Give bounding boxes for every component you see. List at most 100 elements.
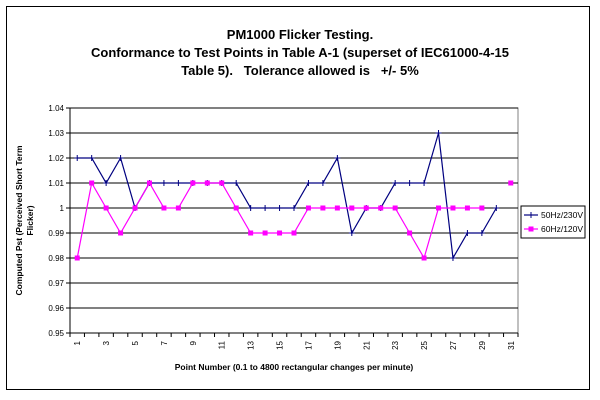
data-point <box>161 205 167 211</box>
data-point <box>291 230 297 236</box>
data-point <box>89 180 95 186</box>
data-point <box>348 230 355 236</box>
y-axis-ticks: 0.95 0.96 0.97 0.98 0.99 1 1.01 1.02 1.03 1.04 <box>48 104 70 338</box>
data-point <box>407 230 413 236</box>
y-tick-label: 0.96 <box>48 304 64 313</box>
y-tick-label: 1 <box>60 204 65 213</box>
data-point <box>479 205 485 211</box>
y-tick-label: 1.04 <box>48 104 64 113</box>
data-point <box>435 130 442 136</box>
data-point <box>118 230 124 236</box>
x-tick-label: 25 <box>420 340 429 349</box>
data-point <box>334 155 341 161</box>
chart-title-line-1: PM1000 Flicker Testing. <box>226 27 374 42</box>
data-point <box>334 205 340 211</box>
data-point <box>117 155 124 161</box>
data-point <box>190 180 196 186</box>
data-point <box>146 180 152 186</box>
x-tick-label: 17 <box>304 340 313 349</box>
x-tick-label: 11 <box>218 340 227 349</box>
data-point <box>74 155 81 161</box>
data-point <box>406 180 413 186</box>
data-point <box>262 230 268 236</box>
data-point <box>88 155 95 161</box>
data-point <box>464 205 470 211</box>
data-point <box>291 205 297 211</box>
data-point <box>421 255 427 261</box>
data-point <box>508 180 514 186</box>
y-axis-label-line: Flicker) <box>25 205 35 235</box>
legend-marker <box>528 212 534 218</box>
data-point <box>305 205 311 211</box>
x-tick-label: 1 <box>73 340 82 345</box>
legend: 50Hz/230V 60Hz/120V <box>520 205 586 239</box>
data-point <box>74 255 80 261</box>
data-point <box>276 205 283 211</box>
legend-item: 50Hz/230V <box>524 210 583 220</box>
x-tick-label: 5 <box>131 340 140 345</box>
data-point <box>277 230 283 236</box>
x-tick-label: 3 <box>102 340 111 345</box>
x-tick-label: 9 <box>189 340 198 345</box>
x-tick-label: 31 <box>507 340 516 349</box>
data-point <box>262 205 269 211</box>
data-point <box>464 230 471 236</box>
legend-label: 50Hz/230V <box>541 210 583 220</box>
data-point <box>305 180 312 186</box>
y-tick-label: 1.03 <box>48 129 64 138</box>
data-point <box>204 180 210 186</box>
data-point <box>175 180 182 186</box>
y-tick-label: 0.98 <box>48 254 64 263</box>
data-point <box>449 255 456 261</box>
x-axis-label: Point Number (0.1 to 4800 rectangular ch… <box>175 362 414 372</box>
plot-area <box>69 107 519 334</box>
data-point <box>248 230 254 236</box>
x-axis-ticks: 1 3 5 7 9 11 13 15 17 19 21 23 25 27 29 31 <box>69 333 519 350</box>
legend-item: 60Hz/120V <box>524 224 583 234</box>
data-point <box>349 205 355 211</box>
data-point <box>233 180 240 186</box>
data-point <box>175 205 181 211</box>
x-tick-label: 29 <box>478 340 487 349</box>
data-point <box>478 230 485 236</box>
y-axis-label-line: Computed Pst (Perceived Short Term <box>14 145 24 295</box>
legend-label: 60Hz/120V <box>541 224 583 234</box>
legend-marker <box>528 226 534 232</box>
y-tick-label: 1.02 <box>48 154 64 163</box>
data-point <box>392 180 399 186</box>
series-group <box>74 130 514 261</box>
axes <box>69 108 518 334</box>
data-point <box>450 205 456 211</box>
x-tick-label: 15 <box>276 340 285 349</box>
data-point <box>160 180 167 186</box>
x-tick-label: 19 <box>333 340 342 349</box>
data-point <box>103 180 110 186</box>
legend-box <box>520 205 586 239</box>
x-tick-label: 23 <box>391 340 400 349</box>
y-tick-label: 0.99 <box>48 229 64 238</box>
chart-title: PM1000 Flicker Testing. Conformance to T… <box>0 26 600 80</box>
y-axis-label: Computed Pst (Perceived Short Term Flicke… <box>14 145 35 295</box>
x-tick-label: 7 <box>160 340 169 345</box>
chart-title-line-3: Table 5). Tolerance allowed is +/- 5% <box>181 63 419 78</box>
chart-title-line-2: Conformance to Test Points in Table A-1 … <box>90 45 510 60</box>
data-point <box>320 205 326 211</box>
data-point <box>363 205 369 211</box>
data-point <box>378 205 384 211</box>
x-tick-label: 13 <box>247 340 256 349</box>
data-point <box>493 205 500 211</box>
data-point <box>132 205 138 211</box>
x-tick-label: 21 <box>362 340 371 349</box>
y-tick-label: 0.95 <box>48 329 64 338</box>
series-2 <box>74 180 514 261</box>
data-point <box>247 205 254 211</box>
data-point <box>103 205 109 211</box>
x-tick-label: 27 <box>449 340 458 349</box>
data-point <box>392 205 398 211</box>
y-tick-label: 1.01 <box>48 179 64 188</box>
y-tick-label: 0.97 <box>48 279 64 288</box>
data-point <box>319 180 326 186</box>
data-point <box>233 205 239 211</box>
data-point <box>436 205 442 211</box>
